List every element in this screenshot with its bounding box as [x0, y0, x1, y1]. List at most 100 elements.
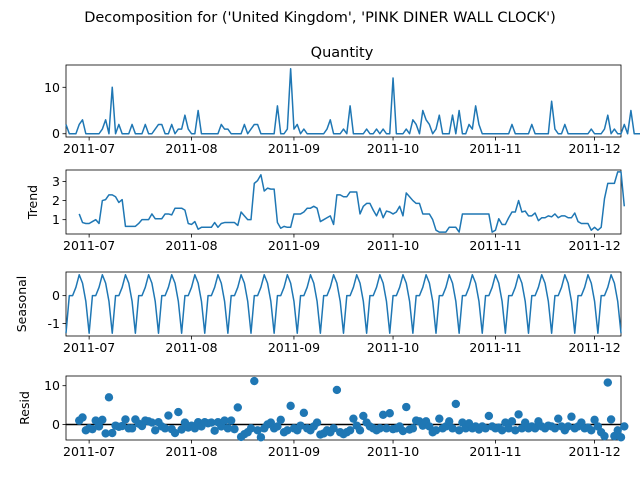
residual-point — [233, 403, 242, 412]
seasonal-ytick-label: -1 — [48, 316, 60, 331]
seasonal-xtick-label: 2011-11 — [469, 340, 521, 355]
residual-point — [349, 414, 358, 423]
trend-plot-area — [65, 169, 622, 235]
residual-point — [378, 410, 388, 419]
residual-point — [329, 424, 338, 433]
seasonal-xtick-label: 2011-07 — [63, 340, 115, 355]
seasonal-ytick-label: 0 — [52, 288, 60, 303]
residual-point — [398, 426, 408, 436]
residual-xtick-label: 2011-12 — [568, 444, 620, 459]
residual-point — [164, 411, 173, 420]
residual-xtick-label: 2011-08 — [165, 444, 217, 459]
residual-point — [98, 415, 107, 425]
residual-point — [276, 415, 285, 425]
residual-plot-area — [65, 375, 622, 441]
residual-point — [497, 426, 507, 435]
residual-point — [385, 409, 394, 418]
observed-plot-area — [65, 64, 622, 138]
residual-point — [332, 385, 342, 395]
residual-point — [121, 415, 130, 424]
residual-point — [151, 426, 160, 435]
observed-xtick-label: 2011-10 — [367, 141, 419, 156]
trend-ytick-label: 2 — [52, 193, 60, 208]
residual-point — [382, 424, 391, 433]
observed-panel: Quantity 2011-07 2011-08 2011-09 2011-10 201… — [44, 45, 640, 156]
trend-ylabel: Trend — [25, 185, 40, 220]
trend-ytick-label: 3 — [52, 174, 60, 189]
residual-point — [174, 407, 183, 417]
seasonal-panel: Seasonal 2011-07 2011-08 2011-09 2011-10 201… — [14, 271, 622, 355]
residual-point — [210, 426, 219, 435]
observed-xtick-label: 2011-09 — [268, 141, 320, 156]
residual-point — [104, 393, 114, 402]
seasonal-xtick-label: 2011-09 — [268, 340, 320, 355]
residual-ytick-label: 10 — [44, 378, 60, 393]
residual-point — [359, 411, 368, 421]
residual-point — [160, 424, 170, 433]
residual-point — [190, 424, 200, 433]
residual-point — [435, 414, 444, 423]
residual-xtick-label: 2011-07 — [63, 444, 115, 459]
trend-ytick-label: 1 — [52, 212, 60, 227]
residual-point — [223, 424, 233, 433]
residual-xtick-label: 2011-09 — [268, 444, 320, 459]
residual-point — [246, 424, 256, 433]
residual-point — [108, 428, 117, 438]
trend-xtick-label: 2011-10 — [367, 238, 419, 253]
residual-point — [603, 378, 612, 387]
residual-panel: Resid 2011-07 2011-08 2011-09 2011-10 2011-1… — [17, 375, 629, 459]
residual-point — [511, 426, 520, 435]
figure-title: Decomposition for ('United Kingdom', 'PI… — [84, 10, 556, 26]
residual-point — [253, 426, 262, 435]
residual-point — [481, 424, 490, 433]
residual-point — [563, 422, 573, 431]
residual-point — [273, 422, 282, 431]
trend-series-line — [78, 171, 626, 233]
residual-point — [230, 424, 239, 434]
residual-point — [567, 412, 576, 421]
residual-point — [554, 414, 563, 423]
residual-point — [587, 426, 596, 435]
residual-point — [345, 426, 355, 435]
residual-point — [613, 426, 622, 435]
residual-point — [451, 399, 461, 409]
observed-xtick-label: 2011-08 — [165, 141, 217, 156]
trend-panel: Trend 2011-07 2011-08 2011-09 2011-10 2011-1… — [25, 169, 626, 253]
residual-point — [296, 421, 305, 430]
observed-xtick-label: 2011-12 — [568, 141, 620, 156]
residual-xtick-label: 2011-10 — [367, 444, 419, 459]
residual-point — [507, 417, 517, 426]
residual-point — [94, 422, 104, 431]
residual-xtick-label: 2011-11 — [469, 444, 521, 459]
residual-point — [402, 402, 411, 412]
residual-point — [600, 431, 609, 441]
residual-point — [550, 424, 560, 433]
residual-point — [299, 408, 309, 418]
observed-xtick-label: 2011-07 — [63, 141, 115, 156]
residual-point — [408, 424, 418, 433]
residual-point — [88, 424, 97, 434]
residual-point — [504, 424, 513, 433]
residual-point — [606, 415, 616, 424]
trend-xtick-label: 2011-07 — [63, 238, 115, 253]
observed-series-line — [65, 67, 640, 135]
seasonal-series-line — [65, 274, 622, 334]
residual-ytick-label: 0 — [52, 417, 60, 432]
residual-ylabel: Resid — [17, 391, 32, 425]
residual-point — [283, 426, 292, 435]
residual-point — [514, 410, 523, 419]
trend-xtick-label: 2011-09 — [268, 238, 320, 253]
residual-point — [484, 411, 494, 421]
residual-point — [177, 425, 186, 434]
residual-point — [170, 428, 180, 438]
residual-point — [256, 433, 266, 442]
residual-point — [226, 416, 236, 425]
residual-point — [431, 426, 441, 435]
residual-point — [375, 424, 385, 433]
residual-point — [590, 415, 599, 425]
residual-point — [445, 417, 454, 426]
residual-point — [355, 426, 365, 435]
residual-point — [286, 401, 295, 411]
residual-point — [448, 424, 457, 433]
